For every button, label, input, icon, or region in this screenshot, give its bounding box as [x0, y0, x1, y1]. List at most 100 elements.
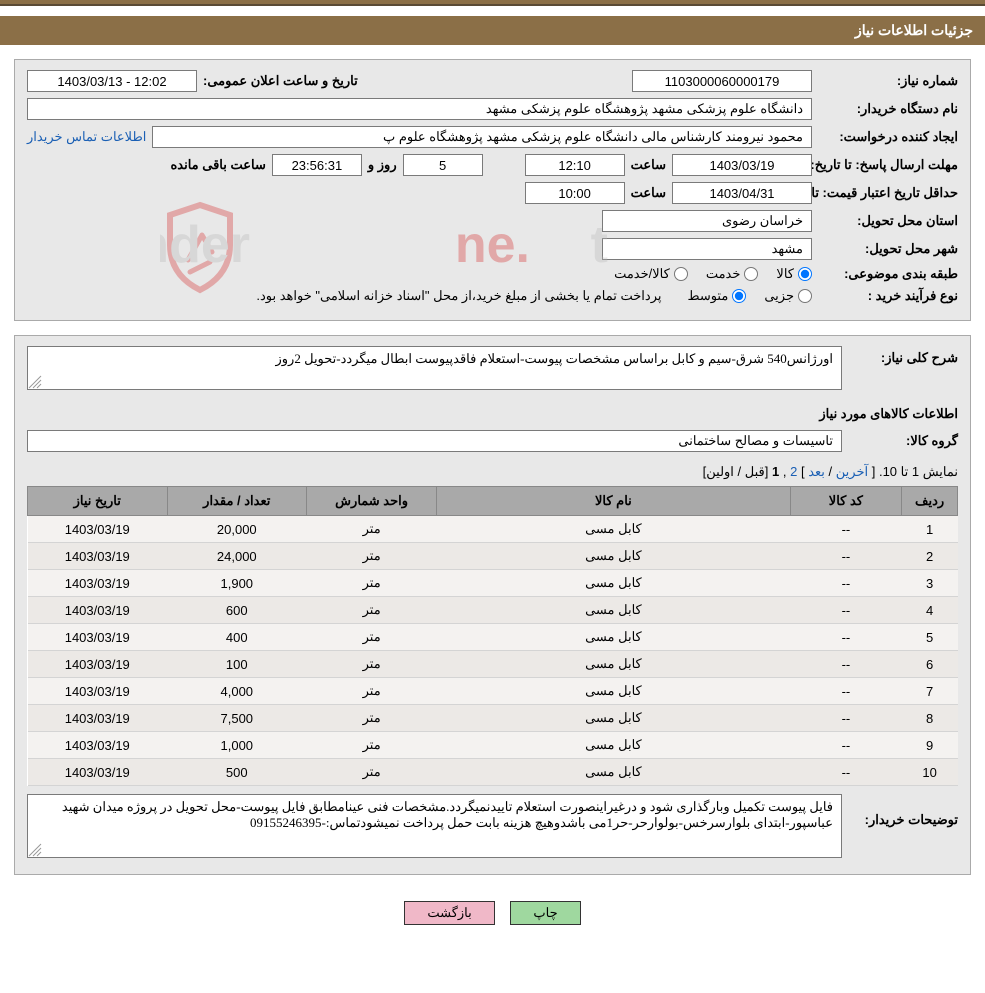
print-button[interactable]: چاپ: [510, 901, 580, 925]
city-label: شهر محل تحویل:: [818, 241, 958, 257]
buytype-radio-group: جزیی متوسط: [687, 288, 812, 304]
table-cell: --: [790, 597, 902, 624]
table-row: 10--کابل مسیمتر5001403/03/19: [28, 759, 958, 786]
table-cell: کابل مسی: [437, 516, 790, 543]
full-desc-label: شرح کلی نیاز:: [848, 346, 958, 366]
table-cell: --: [790, 678, 902, 705]
class-service-radio[interactable]: [744, 267, 758, 281]
class-both-radio[interactable]: [674, 267, 688, 281]
days-label: روز و: [368, 157, 397, 173]
table-cell: متر: [307, 624, 437, 651]
time-remain-field: 23:56:31: [272, 154, 362, 176]
remain-label: ساعت باقی مانده: [170, 157, 265, 173]
buytype-medium-label: متوسط: [687, 288, 728, 304]
days-remain-field: 5: [403, 154, 483, 176]
pag-current: 1: [772, 464, 779, 479]
requester-field: محمود نیرومند کارشناس مالی دانشگاه علوم …: [152, 126, 812, 148]
table-cell: --: [790, 516, 902, 543]
buytype-medium-radio[interactable]: [732, 289, 746, 303]
table-cell: 1403/03/19: [28, 543, 168, 570]
table-cell: کابل مسی: [437, 678, 790, 705]
pag-comma: ,: [783, 464, 787, 479]
table-cell: 1403/03/19: [28, 705, 168, 732]
pag-last-link[interactable]: آخرین: [836, 464, 868, 479]
table-cell: 1,000: [167, 732, 307, 759]
table-cell: 4,000: [167, 678, 307, 705]
validity-time-field: 10:00: [525, 182, 625, 204]
table-cell: 20,000: [167, 516, 307, 543]
table-header: کد کالا: [790, 487, 902, 516]
buyer-notes-label: توضیحات خریدار:: [848, 794, 958, 828]
table-row: 4--کابل مسیمتر6001403/03/19: [28, 597, 958, 624]
table-cell: 400: [167, 624, 307, 651]
table-cell: متر: [307, 516, 437, 543]
table-cell: 7,500: [167, 705, 307, 732]
class-goods-radio[interactable]: [798, 267, 812, 281]
table-cell: 600: [167, 597, 307, 624]
table-cell: --: [790, 570, 902, 597]
table-cell: متر: [307, 543, 437, 570]
contact-link[interactable]: اطلاعات تماس خریدار: [27, 129, 146, 145]
group-label: گروه کالا:: [848, 433, 958, 449]
table-cell: 1403/03/19: [28, 624, 168, 651]
group-field: تاسیسات و مصالح ساختمانی: [27, 430, 842, 452]
table-cell: متر: [307, 705, 437, 732]
deadline-label: مهلت ارسال پاسخ: تا تاریخ:: [818, 157, 958, 173]
buytype-partial-radio[interactable]: [798, 289, 812, 303]
table-header: نام کالا: [437, 487, 790, 516]
table-cell: 7: [902, 678, 958, 705]
buyer-field: دانشگاه علوم پزشکی مشهد پژوهشگاه علوم پز…: [27, 98, 812, 120]
full-desc-textarea[interactable]: اورژانس540 شرق-سیم و کابل براساس مشخصات …: [27, 346, 842, 390]
table-cell: کابل مسی: [437, 570, 790, 597]
requester-label: ایجاد کننده درخواست:: [818, 129, 958, 145]
table-cell: 1403/03/19: [28, 651, 168, 678]
table-cell: کابل مسی: [437, 597, 790, 624]
buytype-label: نوع فرآیند خرید :: [818, 288, 958, 304]
back-button[interactable]: بازگشت: [404, 901, 494, 925]
table-cell: کابل مسی: [437, 705, 790, 732]
table-cell: --: [790, 651, 902, 678]
table-cell: 6: [902, 651, 958, 678]
announce-field: 12:02 - 1403/03/13: [27, 70, 197, 92]
need-no-field: 1103000060000179: [632, 70, 812, 92]
resize-handle-icon[interactable]: [28, 843, 42, 857]
pag-pre: نمایش 1 تا 10. [: [872, 464, 958, 479]
table-cell: 3: [902, 570, 958, 597]
table-header: ردیف: [902, 487, 958, 516]
buyer-notes-textarea[interactable]: فایل پیوست تکمیل وبارگذاری شود و درغیرای…: [27, 794, 842, 858]
page-title: جزئیات اطلاعات نیاز: [0, 16, 985, 45]
table-cell: کابل مسی: [437, 732, 790, 759]
info-panel: شماره نیاز: 1103000060000179 تاریخ و ساع…: [14, 59, 971, 321]
buytype-partial-label: جزیی: [764, 288, 794, 304]
table-row: 6--کابل مسیمتر1001403/03/19: [28, 651, 958, 678]
deadline-date-field: 1403/03/19: [672, 154, 812, 176]
pag-post: [قبل / اولین]: [703, 464, 769, 479]
table-cell: --: [790, 624, 902, 651]
table-cell: 8: [902, 705, 958, 732]
city-field: مشهد: [602, 238, 812, 260]
table-cell: 500: [167, 759, 307, 786]
province-field: خراسان رضوی: [602, 210, 812, 232]
table-cell: کابل مسی: [437, 651, 790, 678]
table-row: 3--کابل مسیمتر1,9001403/03/19: [28, 570, 958, 597]
table-cell: 1403/03/19: [28, 678, 168, 705]
time-label-2: ساعت: [631, 185, 666, 201]
table-row: 1--کابل مسیمتر20,0001403/03/19: [28, 516, 958, 543]
pag-sep1: /: [825, 464, 832, 479]
pag-next-link[interactable]: بعد: [808, 464, 825, 479]
table-cell: متر: [307, 597, 437, 624]
table-cell: متر: [307, 570, 437, 597]
table-cell: 10: [902, 759, 958, 786]
table-cell: 100: [167, 651, 307, 678]
table-cell: 1403/03/19: [28, 570, 168, 597]
table-cell: 2: [902, 543, 958, 570]
table-cell: 1403/03/19: [28, 759, 168, 786]
table-cell: 24,000: [167, 543, 307, 570]
table-cell: کابل مسی: [437, 759, 790, 786]
buyer-label: نام دستگاه خریدار:: [818, 101, 958, 117]
goods-section-title: اطلاعات کالاهای مورد نیاز: [27, 396, 958, 430]
table-cell: 4: [902, 597, 958, 624]
class-service-label: خدمت: [706, 266, 741, 282]
resize-handle-icon[interactable]: [28, 375, 42, 389]
table-cell: متر: [307, 651, 437, 678]
